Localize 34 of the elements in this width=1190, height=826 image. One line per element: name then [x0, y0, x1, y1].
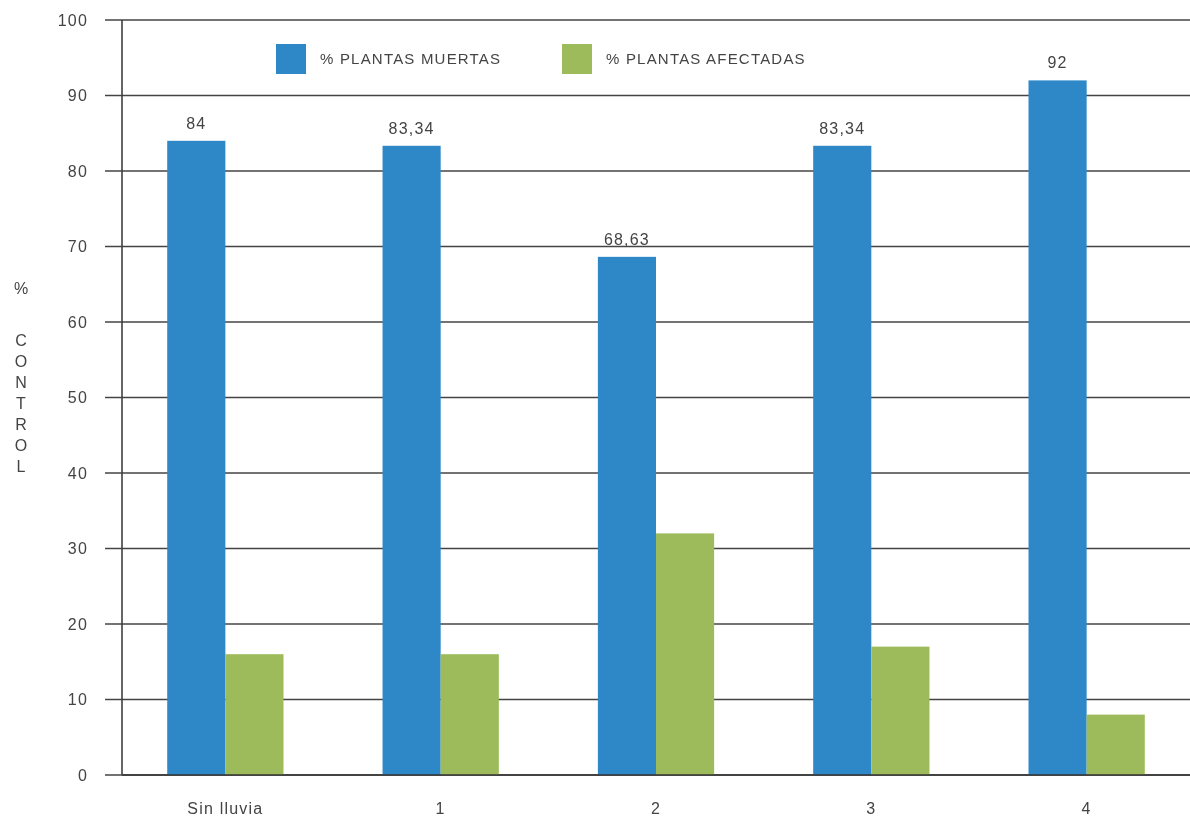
- y-tick-label: 50: [67, 389, 88, 407]
- x-tick-label: Sin lluvia: [187, 800, 264, 817]
- y-tick-label: 90: [67, 87, 88, 105]
- data-label: 83,34: [819, 119, 866, 137]
- data-label: 92: [1047, 54, 1068, 72]
- bar: [225, 654, 284, 775]
- y-tick-label: 100: [57, 11, 88, 29]
- bar: [656, 533, 715, 775]
- y-tick-label: 0: [77, 766, 88, 784]
- bar: [382, 145, 441, 775]
- x-tick-label: 2: [650, 800, 662, 817]
- bar: [597, 256, 656, 775]
- y-tick-label: 60: [67, 313, 88, 331]
- data-label: 83,34: [388, 119, 435, 137]
- y-tick-label: 80: [67, 162, 88, 180]
- x-tick-label: 4: [1081, 800, 1092, 817]
- data-label: 84: [186, 114, 207, 132]
- legend-label: % PLANTAS MUERTAS: [320, 50, 502, 68]
- y-tick-label: 30: [67, 540, 88, 558]
- bar: [871, 646, 930, 775]
- bar: [813, 145, 872, 775]
- legend-label: % PLANTAS AFECTADAS: [606, 50, 806, 68]
- y-tick-label: 40: [67, 464, 88, 482]
- x-tick-label: 1: [435, 800, 446, 817]
- data-label: 68,63: [603, 230, 650, 248]
- bar: [1086, 714, 1145, 775]
- x-tick-label: 3: [866, 800, 877, 817]
- y-tick-label: 20: [67, 615, 88, 633]
- bar: [440, 654, 499, 775]
- y-tick-label: 10: [67, 691, 88, 709]
- text: % CONTROL: [13, 280, 29, 475]
- y-tick-label: 70: [67, 238, 88, 256]
- bar: [167, 140, 226, 775]
- bar: [1028, 80, 1087, 775]
